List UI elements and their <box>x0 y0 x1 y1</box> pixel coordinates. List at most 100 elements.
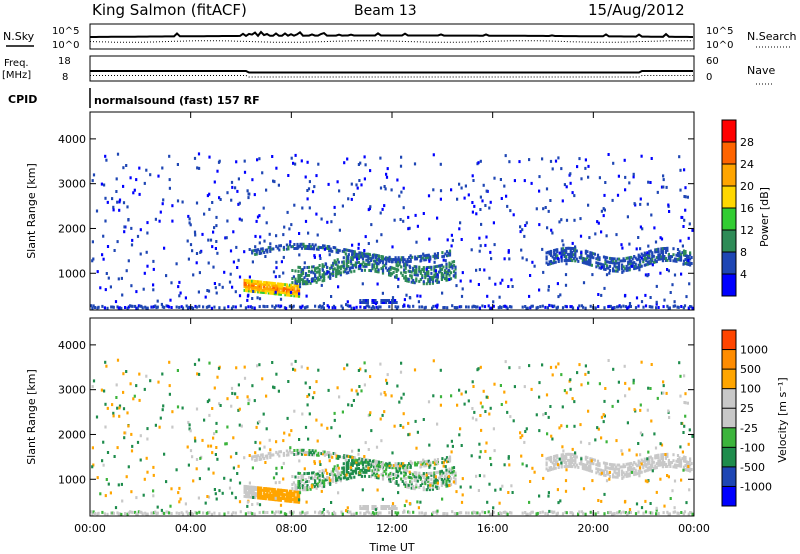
velocity-cell <box>545 463 548 467</box>
power-cell <box>353 250 356 254</box>
velocity-cell <box>624 465 627 469</box>
power-cell <box>396 258 399 262</box>
velocity-cell <box>365 510 368 514</box>
power-cell <box>454 273 457 277</box>
power-cell <box>647 180 650 184</box>
velocity-cell <box>620 449 623 453</box>
velocity-cell <box>659 477 662 481</box>
velocity-cell <box>434 475 437 479</box>
velocity-cell <box>422 486 425 490</box>
velocity-cell <box>545 393 549 397</box>
velocity-cell <box>654 456 657 460</box>
power-cell <box>219 198 222 201</box>
velocity-cell <box>166 510 169 514</box>
power-cell <box>351 250 354 253</box>
velocity-cell <box>130 449 134 453</box>
velocity-cell <box>332 452 335 455</box>
power-cell <box>648 250 651 254</box>
power-cell <box>395 263 398 267</box>
velocity-cell <box>280 466 283 470</box>
power-cell <box>362 254 365 258</box>
power-cell <box>553 259 556 263</box>
velocity-cell <box>320 481 323 485</box>
velocity-cell <box>402 425 405 429</box>
velocity-cell <box>208 398 211 402</box>
velocity-cell <box>277 389 280 393</box>
power-cell <box>279 286 282 290</box>
velocity-cell <box>615 465 618 469</box>
velocity-cell <box>282 489 285 493</box>
power-cell <box>297 245 300 249</box>
velocity-cell <box>689 459 692 463</box>
velocity-cell <box>282 477 285 481</box>
power-cell <box>188 221 191 225</box>
power-cell <box>689 305 692 308</box>
power-cell <box>689 257 692 261</box>
power-cell <box>655 260 658 264</box>
velocity-cell <box>405 466 408 470</box>
velocity-cell <box>104 494 107 498</box>
velocity-cell <box>275 472 278 476</box>
velocity-cell <box>560 465 563 469</box>
velocity-cell <box>678 456 681 460</box>
velocity-cell <box>562 449 565 453</box>
power-cell <box>610 259 613 263</box>
power-cell <box>632 175 635 179</box>
power-cell <box>276 286 279 290</box>
power-cell <box>662 174 665 178</box>
velocity-cell <box>245 489 248 493</box>
power-cell <box>333 259 336 263</box>
velocity-cell <box>263 457 266 460</box>
velocity-cell <box>571 453 574 456</box>
velocity-cell <box>194 510 197 514</box>
velocity-cell <box>277 510 280 514</box>
power-cell <box>458 305 461 309</box>
velocity-cell <box>363 361 366 365</box>
power-cell <box>442 258 445 262</box>
power-cell <box>673 300 676 304</box>
velocity-cell <box>260 453 263 457</box>
velocity-cell <box>427 472 430 475</box>
power-cell <box>93 306 96 309</box>
power-cell <box>115 177 118 181</box>
velocity-cell <box>587 381 590 385</box>
power-cell <box>254 248 257 252</box>
velocity-cell <box>350 476 353 480</box>
velocity-cell <box>357 369 360 372</box>
velocity-cell <box>118 512 122 516</box>
velocity-cell <box>613 467 616 471</box>
power-cell <box>337 250 340 254</box>
power-cell <box>154 304 157 308</box>
power-cell <box>657 257 660 261</box>
power-cell <box>439 270 442 274</box>
power-cell <box>445 262 448 266</box>
power-cell <box>273 282 276 286</box>
power-cell <box>446 238 449 242</box>
power-cell <box>232 230 235 234</box>
velocity-cell <box>368 468 371 472</box>
power-cell <box>238 275 242 279</box>
velocity-cell <box>207 444 210 448</box>
velocity-cell <box>279 450 282 454</box>
power-cell <box>347 261 350 264</box>
velocity-cell <box>294 359 297 363</box>
velocity-cell <box>624 394 627 398</box>
velocity-cell <box>370 429 373 433</box>
velocity-cell <box>414 461 417 465</box>
power-cell <box>479 244 482 248</box>
power-cell <box>554 248 557 252</box>
velocity-cell <box>454 473 457 477</box>
power-cell <box>596 255 600 259</box>
power-cell <box>423 258 426 262</box>
power-cell <box>493 176 496 180</box>
velocity-cell <box>91 465 94 469</box>
power-cell <box>391 299 394 302</box>
velocity-cell <box>524 430 527 433</box>
power-cell <box>485 235 488 239</box>
power-cell <box>556 305 559 309</box>
velocity-cell <box>175 511 178 515</box>
power-cell <box>152 305 156 309</box>
power-cell <box>277 183 280 187</box>
velocity-cell <box>138 398 141 402</box>
